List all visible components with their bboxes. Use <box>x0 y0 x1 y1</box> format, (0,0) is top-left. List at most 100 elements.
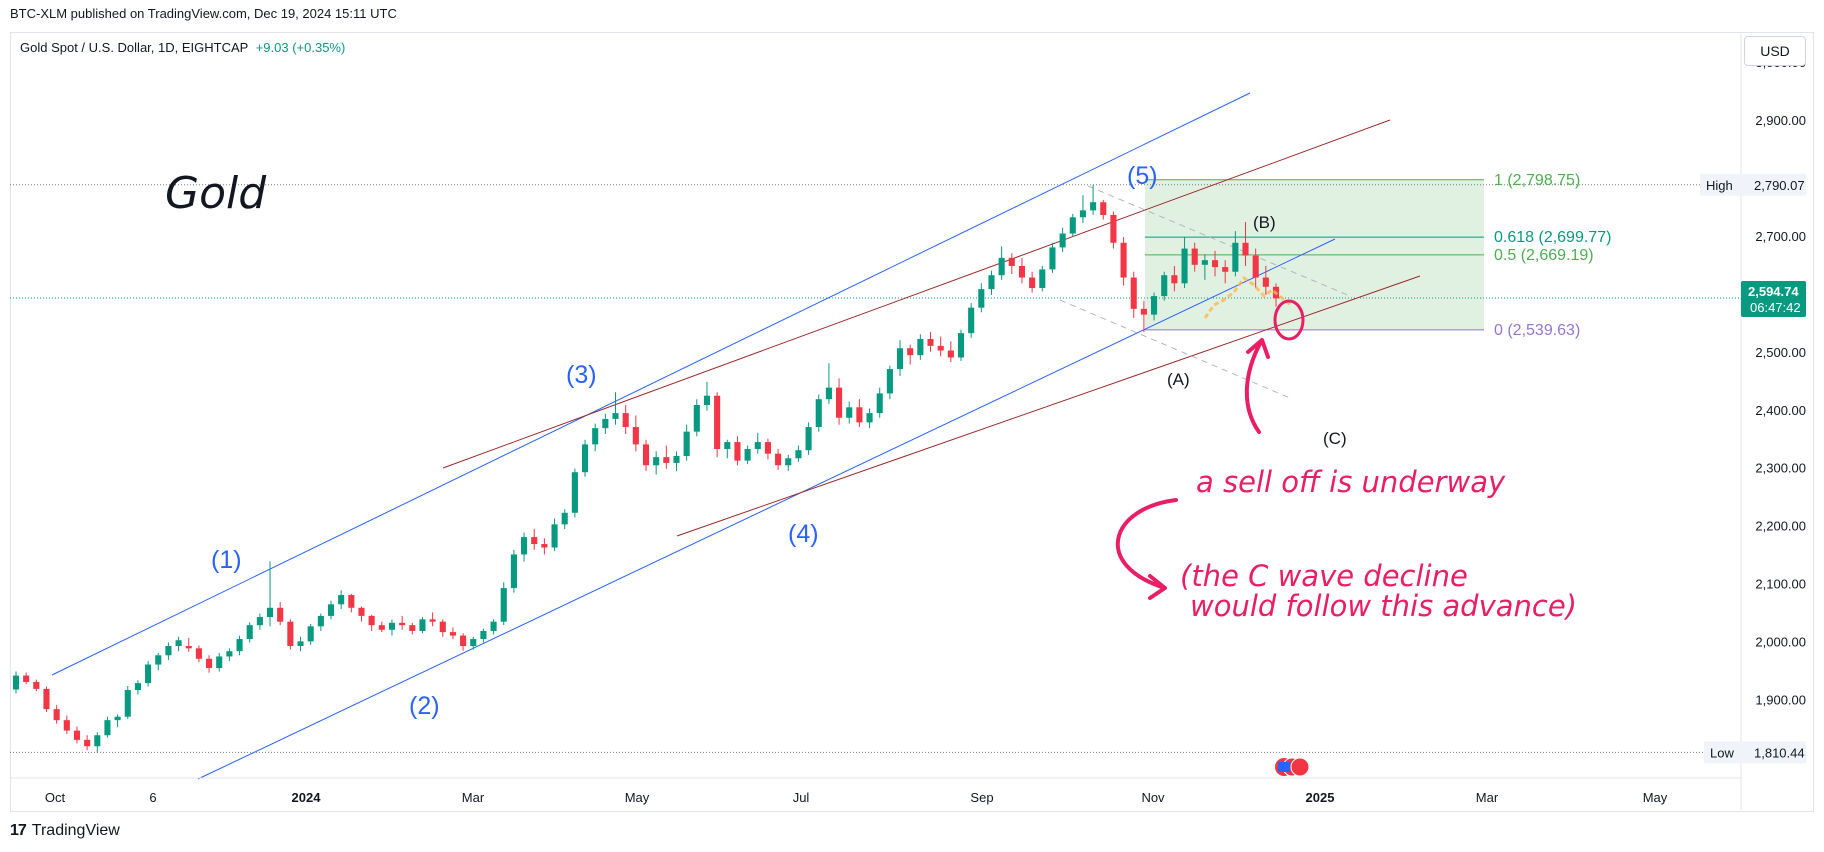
fib-zone <box>1145 179 1484 331</box>
time-tick-10: May <box>1643 790 1668 805</box>
brown-channel-lower <box>676 275 1421 537</box>
blue-channel-upper <box>51 92 1251 676</box>
tradingview-label: TradingView <box>31 822 120 839</box>
candle-body <box>378 625 385 630</box>
candle-body <box>683 431 690 456</box>
candle-body <box>795 450 802 459</box>
candle-body <box>155 655 162 665</box>
candle-body <box>1130 277 1137 309</box>
candle-body <box>1232 242 1239 272</box>
last-price-tag-bg <box>1741 280 1806 317</box>
price-tick-10: 2,000.00 <box>1755 635 1806 650</box>
low-tag-label: Low <box>1710 745 1734 760</box>
candle-body <box>785 458 792 466</box>
high-tag-label: High <box>1706 178 1733 193</box>
candle-body <box>927 338 934 346</box>
candle-body <box>703 395 711 405</box>
chart-title: Gold <box>165 168 267 219</box>
annotation-c-wave-2: would follow this advance) <box>1190 589 1577 623</box>
time-axis[interactable]: Oct 6 2024 Mar May Jul Sep Nov 2025 Mar May <box>10 777 1741 805</box>
candle-body <box>998 257 1005 276</box>
candle-body <box>805 427 812 451</box>
brown-channel-upper <box>442 119 1391 469</box>
wave-label-4: (4) <box>788 520 819 548</box>
candle-body <box>256 617 263 626</box>
candle-body <box>1161 275 1168 297</box>
candle-body <box>84 739 91 747</box>
candle-body <box>195 648 202 659</box>
candle-body <box>287 621 294 647</box>
candle-body <box>500 588 507 622</box>
candle-body <box>297 641 304 647</box>
candle-body <box>968 307 975 334</box>
time-tick-6: Sep <box>970 790 993 805</box>
time-tick-4: May <box>625 790 650 805</box>
wave-label-3: (3) <box>566 361 597 389</box>
price-tick-1: 2,900.00 <box>1755 113 1806 128</box>
candle-body <box>632 427 639 445</box>
candle-body <box>480 630 487 640</box>
candle-body <box>246 625 253 640</box>
candle-body <box>33 681 40 689</box>
candle-body <box>551 524 558 548</box>
candle-body <box>521 537 528 555</box>
price-tick-5: 2,500.00 <box>1755 345 1806 360</box>
price-tick-11: 1,900.00 <box>1755 692 1806 707</box>
candle-body <box>622 413 629 428</box>
price-change: +9.03 (+0.35%) <box>255 40 346 55</box>
candle-body <box>510 554 517 589</box>
candle-body <box>419 619 426 631</box>
candle-body <box>581 444 589 473</box>
price-axis-ticks: 3,000.002,900.002,800.002,700.002,600.00… <box>1755 55 1806 707</box>
candle-body <box>734 442 741 461</box>
time-tick-9: Mar <box>1476 790 1499 805</box>
candle-body <box>104 720 111 736</box>
candle-body <box>277 607 284 622</box>
candle-body <box>602 418 609 429</box>
price-axis[interactable]: 3,000.002,900.002,800.002,700.002,600.00… <box>1700 32 1806 810</box>
candle-body <box>947 350 954 358</box>
currency-button[interactable]: USD <box>1744 36 1806 66</box>
time-tick-8: 2025 <box>1306 790 1335 805</box>
fib-lines <box>1145 179 1484 331</box>
candle-body <box>134 683 141 691</box>
low-tag-value: 1,810.44 <box>1754 745 1805 760</box>
candle-body <box>114 716 121 721</box>
symbol-legend[interactable]: Gold Spot / U.S. Dollar, 1D, EIGHTCAP +9… <box>20 40 345 55</box>
candle-body <box>1222 267 1229 272</box>
wave-label-2: (2) <box>409 692 440 720</box>
low-tag-bg <box>1704 741 1806 764</box>
footer-branding: 17 TradingView <box>10 822 120 840</box>
candle-body <box>399 622 406 626</box>
candle-body <box>531 537 538 545</box>
candle-body <box>1181 248 1188 284</box>
candle-body <box>988 275 995 290</box>
wave-label-a: (A) <box>1167 370 1190 389</box>
candle-body <box>592 428 599 445</box>
candle-body <box>12 675 20 690</box>
price-tick-9: 2,100.00 <box>1755 577 1806 592</box>
candle-body <box>642 444 650 466</box>
dashed-guide-lower <box>1059 299 1291 399</box>
candle-body <box>754 442 761 450</box>
candle-body <box>409 625 416 631</box>
candle-body <box>490 621 497 631</box>
candle-body <box>836 387 843 418</box>
candle-body <box>1079 210 1086 218</box>
candle-body <box>175 640 182 647</box>
candle-body <box>23 675 30 682</box>
candle-body <box>307 626 314 642</box>
candle-body <box>388 622 396 630</box>
low-badge: Low 1,810.44 <box>1704 741 1806 764</box>
candle-body <box>358 607 365 616</box>
candle-body <box>165 646 172 656</box>
event-icon[interactable] <box>1275 757 1310 777</box>
time-tick-5: Jul <box>793 790 810 805</box>
price-tick-3: 2,700.00 <box>1755 229 1806 244</box>
tradingview-logo-icon: 17 <box>10 822 27 839</box>
candle-body <box>206 658 213 669</box>
candle-body <box>73 730 81 740</box>
time-tick-0: Oct <box>45 790 66 805</box>
candle-body <box>1262 277 1269 287</box>
